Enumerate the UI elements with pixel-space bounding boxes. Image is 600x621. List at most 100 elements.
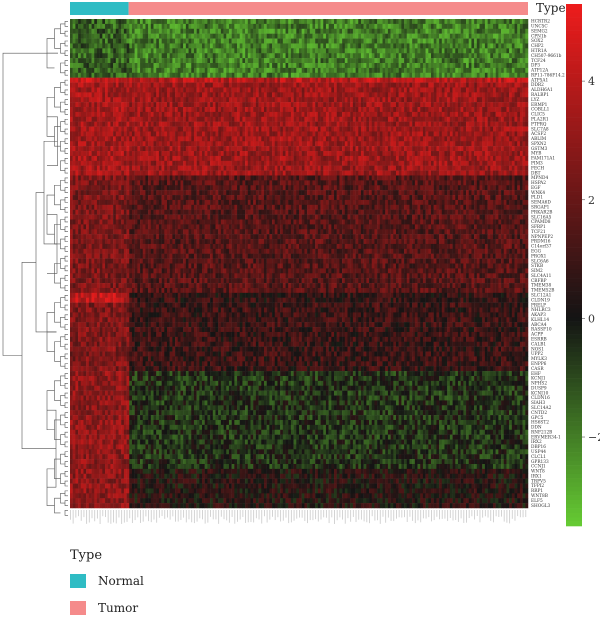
heatmap-cell — [142, 77, 146, 83]
heatmap-cell — [336, 102, 340, 108]
heatmap-cell — [482, 146, 486, 152]
heatmap-cell — [263, 126, 267, 132]
heatmap-cell — [395, 151, 399, 157]
heatmap-cell — [269, 82, 273, 88]
heatmap-cell — [258, 141, 262, 147]
heatmap-cell — [503, 23, 507, 30]
heatmap-cell — [506, 43, 510, 49]
heatmap-cell — [193, 107, 197, 113]
heatmap-cell — [519, 53, 523, 59]
heatmap-cell — [274, 43, 278, 49]
heatmap-cell — [293, 92, 297, 98]
heatmap-cell — [210, 141, 214, 147]
heatmap-cell — [350, 67, 354, 74]
heatmap-cell — [299, 146, 302, 152]
heatmap-cell — [417, 111, 421, 118]
heatmap-row-ptprq — [70, 121, 529, 127]
heatmap-cell — [374, 121, 378, 127]
heatmap-cell — [280, 77, 284, 83]
heatmap-cell — [153, 63, 157, 69]
heatmap-cell — [118, 146, 122, 152]
heatmap-cell — [83, 116, 87, 122]
heatmap-cell — [253, 121, 257, 127]
heatmap-cell — [315, 63, 319, 69]
heatmap-cell — [519, 151, 523, 157]
heatmap-cell — [185, 48, 189, 54]
heatmap-cell — [360, 77, 364, 83]
heatmap-cell — [212, 23, 216, 30]
heatmap-cell — [113, 131, 117, 137]
heatmap-cell — [487, 67, 491, 74]
heatmap-cell — [457, 141, 461, 147]
heatmap-cell — [237, 111, 240, 118]
heatmap-cell — [96, 67, 100, 74]
heatmap-cell — [290, 146, 294, 152]
heatmap-cell — [414, 43, 418, 49]
heatmap-cell — [509, 111, 513, 118]
heatmap-cell — [88, 146, 92, 152]
heatmap-cell — [377, 121, 381, 127]
heatmap-cell — [228, 72, 232, 78]
heatmap-cell — [255, 111, 259, 118]
heatmap-cell — [331, 43, 335, 49]
heatmap-cell — [309, 136, 313, 142]
heatmap-cell — [479, 136, 483, 142]
heatmap-cell — [301, 107, 305, 113]
heatmap-cell — [425, 87, 429, 93]
heatmap-cell — [202, 48, 205, 54]
heatmap-cell — [301, 28, 305, 34]
heatmap-cell — [290, 48, 294, 54]
heatmap-cell — [309, 126, 313, 132]
heatmap-cell — [436, 141, 440, 147]
heatmap-cell — [150, 72, 154, 78]
heatmap-cell — [196, 151, 200, 157]
heatmap-cell — [492, 87, 496, 93]
heatmap-cell — [417, 92, 421, 98]
heatmap-cell — [466, 38, 469, 44]
heatmap-cell — [199, 77, 203, 83]
heatmap-cell — [471, 116, 475, 122]
heatmap-cell — [501, 87, 504, 93]
heatmap-cell — [220, 72, 224, 78]
heatmap-cell — [140, 72, 143, 78]
heatmap-cell — [123, 53, 127, 59]
heatmap-cell — [142, 33, 146, 39]
heatmap-cell — [350, 38, 354, 44]
heatmap-cell — [382, 28, 386, 34]
heatmap-cell — [487, 107, 491, 113]
heatmap-cell — [441, 58, 445, 64]
heatmap-cell — [444, 38, 448, 44]
heatmap-cell — [169, 102, 173, 108]
heatmap-cell — [172, 72, 176, 78]
heatmap-cell — [105, 102, 108, 108]
heatmap-cell — [228, 131, 232, 137]
heatmap-cell — [188, 28, 192, 34]
heatmap-cell — [460, 82, 464, 88]
heatmap-cell — [379, 87, 383, 93]
heatmap-cell — [360, 28, 364, 34]
heatmap-cell — [94, 136, 98, 142]
heatmap-cell — [522, 121, 526, 127]
heatmap-cell — [307, 146, 311, 152]
heatmap-cell — [393, 38, 397, 44]
heatmap-cell — [266, 77, 270, 83]
heatmap-cell — [474, 19, 478, 25]
heatmap-cell — [374, 43, 378, 49]
heatmap-cell — [220, 131, 224, 137]
heatmap-cell — [177, 87, 181, 93]
heatmap-cell — [325, 63, 329, 69]
heatmap-cell — [158, 102, 162, 108]
heatmap-cell — [253, 48, 257, 54]
heatmap-cell — [164, 82, 168, 88]
heatmap-cell — [301, 146, 305, 152]
heatmap-cell — [121, 151, 125, 157]
heatmap-cell — [91, 92, 95, 98]
heatmap-cell — [363, 53, 367, 59]
heatmap-cell — [433, 53, 437, 59]
heatmap-cell — [509, 72, 513, 78]
heatmap-cell — [282, 48, 286, 54]
heatmap-cell — [501, 111, 504, 118]
heatmap-cell — [431, 63, 434, 69]
heatmap-cell — [422, 82, 426, 88]
heatmap-cell — [255, 82, 259, 88]
